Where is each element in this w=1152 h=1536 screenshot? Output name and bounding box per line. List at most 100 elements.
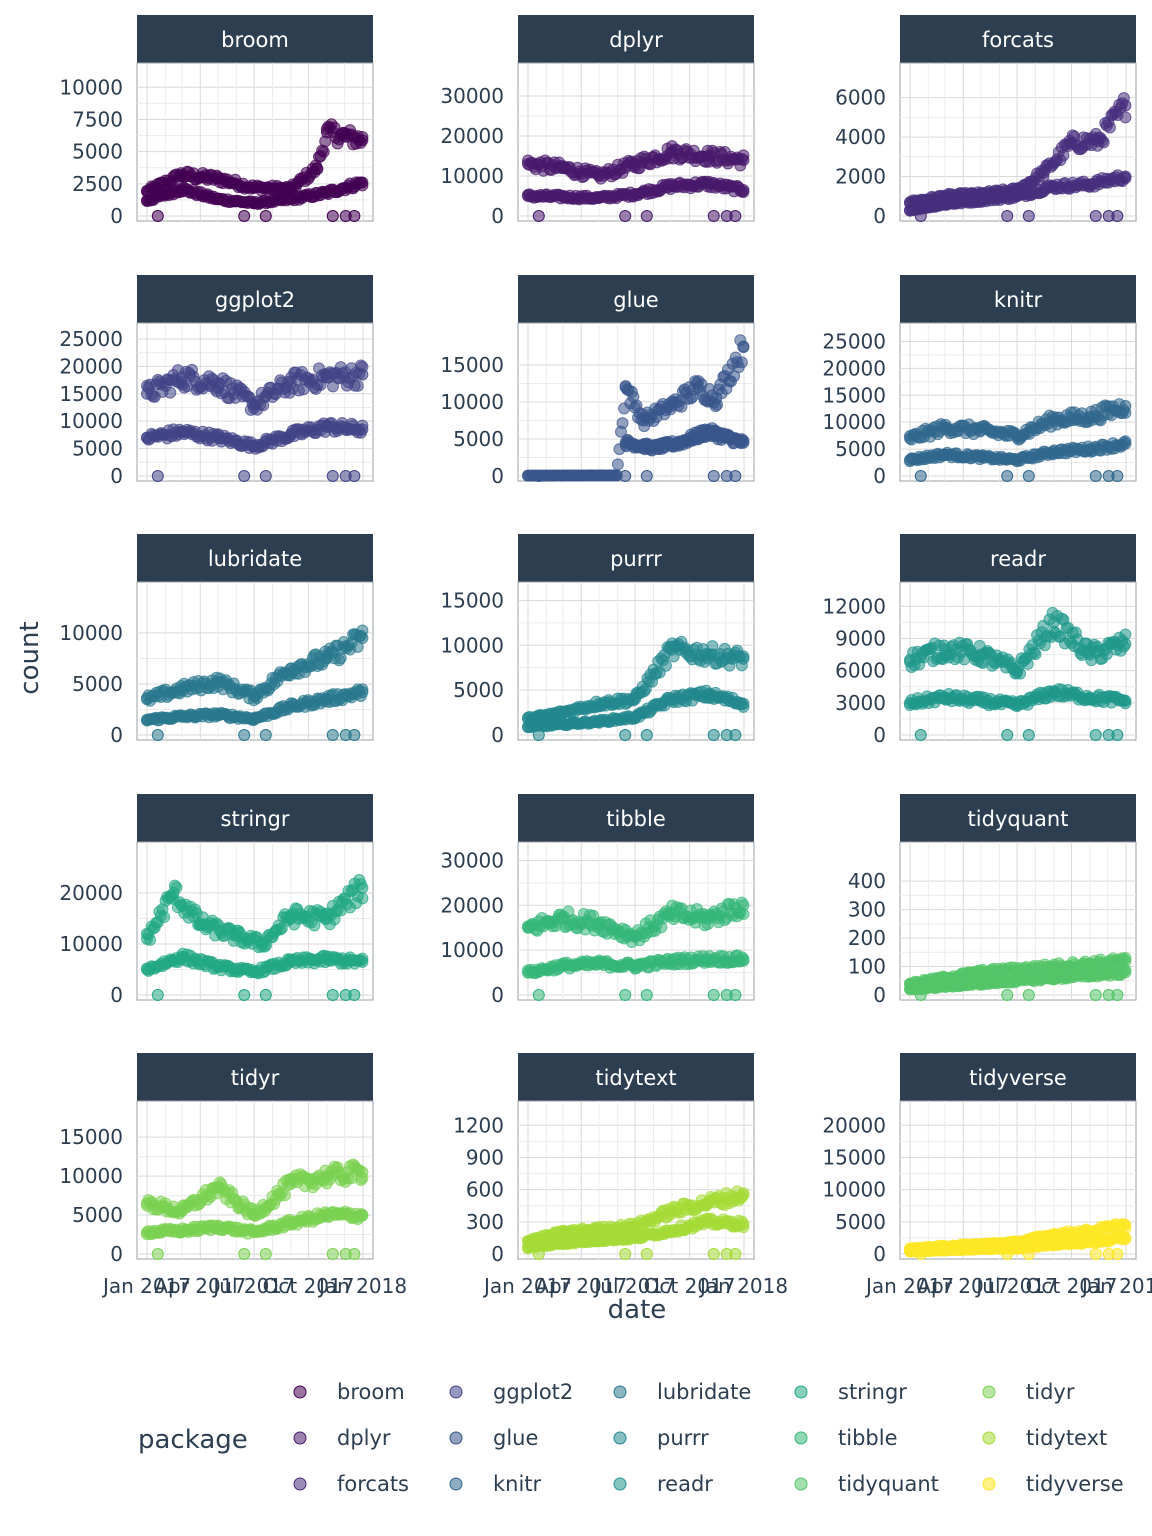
data-point — [975, 648, 988, 661]
facet-strip-label: glue — [613, 288, 658, 312]
data-point — [904, 653, 916, 666]
legend-key — [293, 1431, 307, 1445]
data-points — [904, 606, 1132, 741]
data-point — [737, 340, 750, 353]
data-point — [737, 154, 750, 166]
data-point — [1022, 210, 1035, 222]
data-point — [1083, 410, 1096, 423]
data-point — [320, 953, 333, 966]
data-point — [710, 392, 723, 405]
data-point — [212, 675, 225, 688]
data-point — [175, 182, 188, 195]
data-point — [1103, 121, 1116, 134]
data-points — [522, 334, 750, 482]
y-tick-label: 0 — [873, 464, 886, 488]
data-point — [701, 912, 714, 925]
facet-strip-label: ggplot2 — [215, 288, 295, 312]
data-point — [238, 989, 251, 1001]
data-point — [356, 686, 369, 699]
data-point — [593, 170, 606, 182]
data-point — [1011, 190, 1024, 203]
legend: packagebroomdplyrforcatsggplot2glueknitr… — [138, 1380, 1124, 1496]
data-point — [593, 917, 606, 930]
data-point — [259, 470, 272, 482]
data-point — [212, 1220, 225, 1233]
data-point — [1119, 400, 1132, 413]
data-point — [248, 181, 261, 194]
data-point — [212, 960, 225, 973]
data-point — [593, 1234, 606, 1247]
data-point — [707, 989, 720, 1001]
data-point — [338, 130, 351, 143]
facet-strip-label: tidyquant — [968, 807, 1069, 831]
data-point — [1011, 429, 1024, 442]
data-point — [593, 192, 606, 204]
y-tick-label: 7500 — [72, 107, 123, 131]
y-tick-label: 25000 — [822, 329, 886, 353]
y-tick-label: 20000 — [440, 124, 504, 148]
data-point — [938, 1244, 951, 1257]
data-point — [1089, 210, 1102, 222]
data-point — [141, 963, 153, 976]
y-tick-label: 10000 — [822, 1178, 886, 1202]
y-tick-label: 400 — [848, 869, 886, 893]
data-point — [665, 146, 678, 158]
facet-strip — [137, 15, 373, 63]
data-point — [975, 977, 988, 990]
data-point — [326, 1248, 339, 1260]
data-point — [532, 729, 545, 741]
y-tick-label: 10000 — [59, 409, 123, 433]
y-tick-label: 0 — [873, 1242, 886, 1266]
data-point — [248, 690, 261, 703]
data-point — [938, 448, 951, 461]
y-tick-label: 300 — [848, 898, 886, 922]
y-tick-label: 20000 — [822, 1113, 886, 1137]
y-tick-label: 6000 — [835, 86, 886, 110]
data-point — [532, 470, 545, 482]
y-tick-label: 0 — [873, 723, 886, 747]
data-point — [737, 652, 750, 665]
data-point — [175, 950, 188, 963]
facet-strip-label: tidyverse — [969, 1066, 1067, 1090]
data-point — [707, 729, 720, 741]
data-point — [1111, 210, 1124, 222]
data-point — [1119, 170, 1132, 183]
y-tick-label: 0 — [873, 204, 886, 228]
y-tick-label: 10000 — [59, 621, 123, 645]
data-point — [320, 1209, 333, 1222]
y-tick-label: 100 — [848, 955, 886, 979]
y-tick-label: 5000 — [72, 437, 123, 461]
data-point — [729, 989, 742, 1001]
data-point — [1021, 657, 1034, 670]
data-point — [556, 912, 569, 925]
data-point — [522, 966, 534, 979]
data-point — [737, 953, 750, 966]
data-point — [707, 1248, 720, 1260]
y-tick-label: 10000 — [822, 410, 886, 434]
y-tick-label: 5000 — [453, 427, 504, 451]
data-point — [1001, 1248, 1014, 1260]
y-tick-label: 5000 — [72, 672, 123, 696]
data-point — [701, 648, 714, 661]
data-point — [737, 899, 750, 912]
data-point — [351, 379, 364, 392]
data-point — [593, 697, 606, 710]
data-point — [619, 989, 632, 1001]
y-tick-label: 20000 — [59, 354, 123, 378]
data-point — [212, 193, 225, 206]
data-point — [1119, 99, 1132, 112]
data-point — [532, 989, 545, 1001]
data-point — [308, 919, 321, 932]
data-point — [284, 193, 297, 206]
data-point — [194, 917, 207, 930]
data-point — [151, 729, 164, 741]
data-point — [320, 371, 333, 384]
data-point — [320, 693, 333, 706]
data-point — [348, 210, 361, 222]
data-points — [141, 359, 369, 482]
facet-strip-label: knitr — [994, 288, 1043, 312]
data-point — [248, 966, 261, 979]
data-point — [532, 1248, 545, 1260]
data-point — [522, 720, 534, 733]
